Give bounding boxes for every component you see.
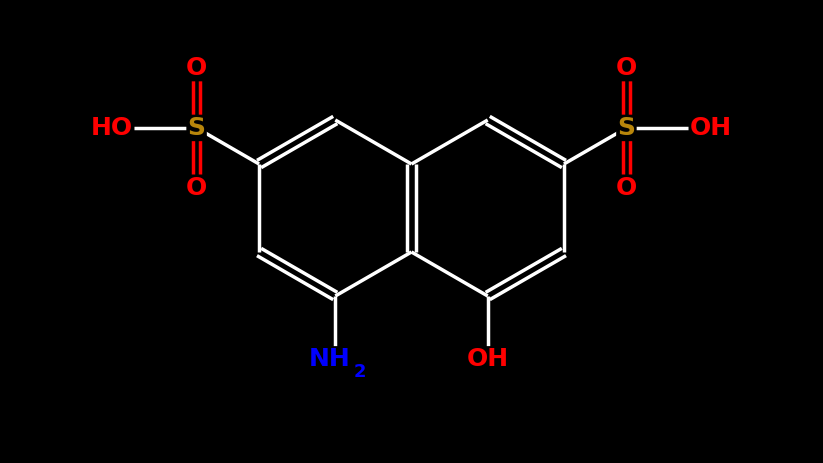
Text: S: S bbox=[617, 116, 635, 140]
Text: OH: OH bbox=[690, 116, 732, 140]
Text: O: O bbox=[186, 56, 207, 80]
Text: O: O bbox=[616, 176, 637, 200]
Text: 2: 2 bbox=[354, 363, 366, 382]
Text: NH: NH bbox=[309, 347, 350, 371]
Text: O: O bbox=[616, 56, 637, 80]
Text: S: S bbox=[188, 116, 206, 140]
Text: HO: HO bbox=[91, 116, 133, 140]
Text: OH: OH bbox=[467, 347, 509, 371]
Text: O: O bbox=[186, 176, 207, 200]
